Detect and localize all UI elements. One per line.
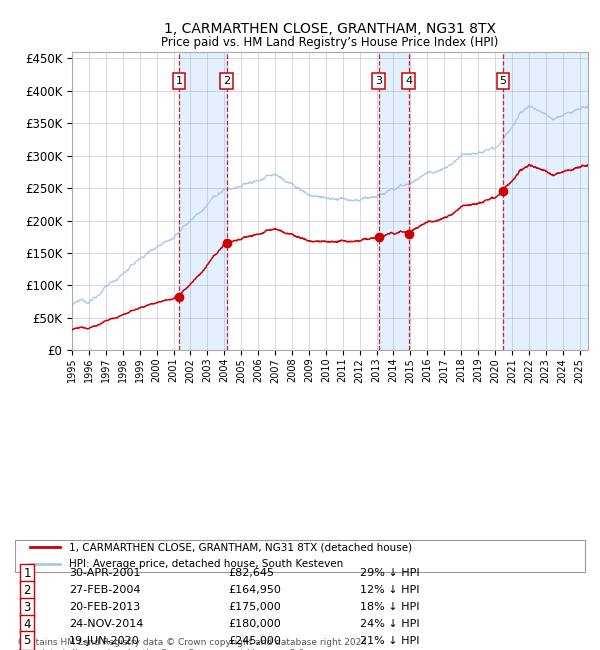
Text: 3: 3 [375, 76, 382, 86]
Text: This data is licensed under the Open Government Licence v3.0.: This data is licensed under the Open Gov… [18, 649, 307, 650]
Text: 18% ↓ HPI: 18% ↓ HPI [360, 602, 419, 612]
Text: £175,000: £175,000 [228, 602, 281, 612]
Text: HPI: Average price, detached house, South Kesteven: HPI: Average price, detached house, Sout… [69, 559, 343, 569]
Text: Contains HM Land Registry data © Crown copyright and database right 2024.: Contains HM Land Registry data © Crown c… [18, 638, 370, 647]
Text: 29% ↓ HPI: 29% ↓ HPI [360, 568, 419, 578]
Text: 27-FEB-2004: 27-FEB-2004 [69, 585, 140, 595]
Text: 2: 2 [23, 584, 31, 597]
Text: £180,000: £180,000 [228, 619, 281, 629]
Text: 5: 5 [23, 634, 31, 647]
Text: 30-APR-2001: 30-APR-2001 [69, 568, 140, 578]
Text: 1, CARMARTHEN CLOSE, GRANTHAM, NG31 8TX: 1, CARMARTHEN CLOSE, GRANTHAM, NG31 8TX [164, 22, 496, 36]
Text: £245,000: £245,000 [228, 636, 281, 646]
Text: 5: 5 [499, 76, 506, 86]
Text: 24% ↓ HPI: 24% ↓ HPI [360, 619, 419, 629]
Text: 1, CARMARTHEN CLOSE, GRANTHAM, NG31 8TX (detached house): 1, CARMARTHEN CLOSE, GRANTHAM, NG31 8TX … [69, 542, 412, 552]
Text: £164,950: £164,950 [228, 585, 281, 595]
Text: 20-FEB-2013: 20-FEB-2013 [69, 602, 140, 612]
Text: 19-JUN-2020: 19-JUN-2020 [69, 636, 140, 646]
Text: £82,645: £82,645 [228, 568, 274, 578]
Bar [379, 52, 409, 350]
Bar [179, 52, 227, 350]
Text: 12% ↓ HPI: 12% ↓ HPI [360, 585, 419, 595]
Text: 2: 2 [223, 76, 230, 86]
Text: 21% ↓ HPI: 21% ↓ HPI [360, 636, 419, 646]
Text: 24-NOV-2014: 24-NOV-2014 [69, 619, 143, 629]
Text: 3: 3 [23, 601, 31, 614]
Text: Price paid vs. HM Land Registry’s House Price Index (HPI): Price paid vs. HM Land Registry’s House … [161, 36, 499, 49]
Bar [503, 52, 588, 350]
Text: 4: 4 [23, 618, 31, 630]
Text: 1: 1 [23, 567, 31, 580]
Text: 4: 4 [405, 76, 412, 86]
Text: 1: 1 [176, 76, 182, 86]
